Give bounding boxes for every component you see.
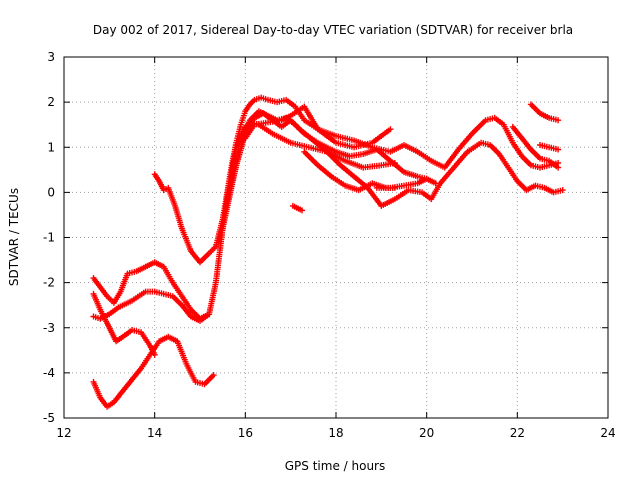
y-axis-label: SDTVAR / TECUs (7, 188, 21, 286)
data-points (90, 333, 217, 410)
y-tick-label: 2 (47, 95, 55, 109)
y-tick-label: -3 (43, 321, 55, 335)
series-trace-1 (90, 290, 158, 358)
y-tick-label: -5 (43, 411, 55, 425)
x-tick-label: 16 (238, 426, 253, 440)
series-trace-4 (90, 333, 217, 410)
data-points (151, 94, 394, 266)
series-trace-5 (151, 94, 394, 266)
chart-title: Day 002 of 2017, Sidereal Day-to-day VTE… (93, 23, 573, 37)
series-trace-14 (289, 202, 305, 214)
data-points (509, 123, 562, 171)
series-trace-12 (527, 101, 562, 124)
series-trace-13 (537, 142, 562, 153)
x-tick-label: 18 (328, 426, 343, 440)
data-points (90, 119, 398, 324)
series-trace-11 (509, 123, 562, 171)
data-series (90, 94, 566, 410)
series-trace-10 (373, 175, 430, 191)
x-tick-label: 20 (419, 426, 434, 440)
series-trace-8 (242, 103, 562, 171)
series-trace-2 (90, 259, 213, 322)
x-axis-label: GPS time / hours (285, 459, 386, 473)
data-points (527, 101, 562, 124)
data-points (537, 142, 562, 153)
data-points (373, 175, 430, 191)
x-tick-label: 22 (510, 426, 525, 440)
data-points (90, 290, 158, 358)
y-tick-label: -4 (43, 366, 55, 380)
y-tick-label: 3 (47, 50, 55, 64)
y-tick-label: 0 (47, 185, 55, 199)
data-points (289, 202, 305, 214)
series-trace-7 (224, 110, 566, 209)
x-tick-label: 14 (147, 426, 162, 440)
series-trace-3 (90, 119, 398, 324)
grid (64, 57, 608, 418)
x-tick-label: 24 (600, 426, 615, 440)
y-tick-label: -2 (43, 276, 55, 290)
data-points (242, 103, 562, 171)
y-tick-label: -1 (43, 231, 55, 245)
data-points (224, 110, 566, 209)
y-tick-label: 1 (47, 140, 55, 154)
data-points (90, 259, 213, 322)
x-tick-label: 12 (56, 426, 71, 440)
